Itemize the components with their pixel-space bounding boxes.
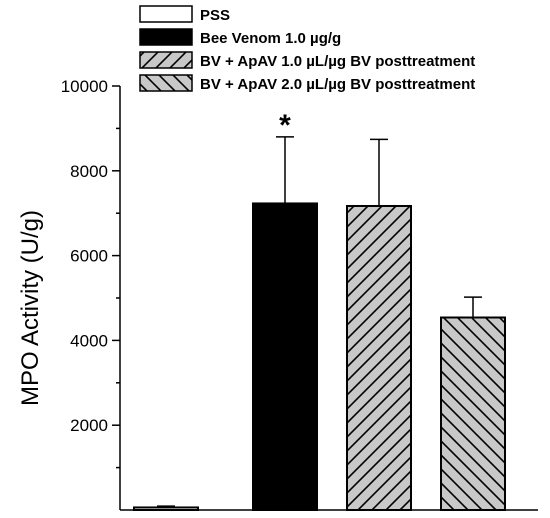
y-tick-label: 10000	[61, 77, 108, 96]
legend-swatch-3	[139, 51, 193, 69]
y-tick-label: 6000	[70, 247, 108, 266]
legend-label-2: Bee Venom 1.0 µg/g	[200, 30, 341, 47]
axes: 2000 4000 6000 8000 10000 MPO Activity (U/g)	[17, 77, 538, 511]
error-bars	[157, 136, 482, 508]
y-tick-label: 8000	[70, 162, 108, 181]
legend-swatch-1	[139, 5, 193, 23]
y-tick-label: 2000	[70, 416, 108, 435]
legend-swatch-4	[139, 74, 193, 92]
legend-swatch-2	[139, 28, 193, 46]
legend-label-4: BV + ApAV 2.0 µL/µg BV posttreatment	[200, 76, 475, 93]
bar-3	[346, 204, 412, 511]
legend-label-1: PSS	[200, 7, 230, 24]
y-axis-title: MPO Activity (U/g)	[17, 210, 44, 406]
significance-marker: *	[279, 109, 291, 142]
annotations: *	[279, 109, 291, 142]
bars	[133, 202, 506, 511]
legend-label-3: BV + ApAV 1.0 µL/µg BV posttreatment	[200, 53, 475, 70]
y-tick-label: 4000	[70, 331, 108, 350]
legend: PSS Bee Venom 1.0 µg/g BV + ApAV 1.0 µL/µg…	[139, 5, 475, 93]
bar-2	[252, 202, 318, 511]
bar-4	[440, 316, 506, 511]
